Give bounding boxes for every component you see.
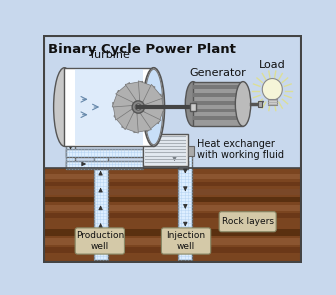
Ellipse shape [144, 69, 163, 145]
Bar [43, 205, 302, 211]
FancyBboxPatch shape [161, 228, 211, 254]
Polygon shape [122, 111, 138, 133]
Ellipse shape [185, 82, 201, 126]
Bar [258, 101, 261, 107]
Text: Generator: Generator [189, 68, 246, 78]
Bar [178, 149, 187, 157]
Bar [43, 238, 302, 245]
FancyBboxPatch shape [219, 212, 276, 232]
Bar [43, 168, 302, 263]
Bar [94, 155, 108, 260]
Bar [268, 99, 277, 105]
Text: Rock layers: Rock layers [222, 217, 274, 226]
Polygon shape [142, 107, 165, 124]
Bar [43, 197, 302, 202]
Ellipse shape [143, 68, 165, 146]
Text: Load: Load [259, 60, 286, 70]
Bar [75, 115, 108, 122]
Bar [178, 161, 187, 169]
Ellipse shape [235, 82, 251, 126]
Bar [43, 213, 302, 218]
Polygon shape [134, 112, 152, 133]
Bar [193, 82, 243, 126]
Circle shape [135, 104, 141, 110]
Polygon shape [140, 111, 161, 132]
FancyBboxPatch shape [75, 228, 124, 254]
Ellipse shape [54, 68, 75, 146]
Bar [190, 103, 196, 111]
Polygon shape [114, 109, 135, 130]
Bar [193, 93, 243, 97]
Bar [144, 135, 186, 165]
Bar [193, 116, 243, 120]
Polygon shape [138, 81, 155, 104]
Bar [43, 229, 302, 236]
Text: Production
well: Production well [76, 231, 124, 251]
Polygon shape [113, 102, 134, 120]
Bar [43, 255, 302, 261]
Bar [193, 86, 243, 89]
Polygon shape [125, 81, 143, 102]
Text: Binary Cycle Power Plant: Binary Cycle Power Plant [48, 43, 236, 56]
Bar [43, 189, 302, 195]
Bar [143, 134, 187, 166]
Bar [65, 68, 154, 146]
Bar [178, 155, 192, 260]
Text: Injection
well: Injection well [167, 231, 206, 251]
Ellipse shape [262, 78, 282, 100]
Text: Heat exchanger
with working fluid: Heat exchanger with working fluid [197, 139, 284, 160]
Bar [75, 69, 143, 145]
Bar [66, 103, 75, 168]
Polygon shape [112, 90, 135, 107]
Bar [193, 101, 243, 105]
Bar [193, 109, 243, 112]
Bar [66, 149, 143, 157]
Bar [43, 247, 302, 253]
Polygon shape [116, 82, 137, 104]
Bar [43, 220, 302, 226]
Bar [43, 174, 302, 179]
Bar [43, 182, 302, 186]
Polygon shape [143, 94, 164, 112]
Polygon shape [142, 84, 163, 105]
Circle shape [132, 101, 144, 113]
Bar [66, 161, 143, 169]
Bar [187, 146, 194, 155]
Bar [66, 103, 94, 112]
Text: Turbine: Turbine [89, 50, 129, 60]
